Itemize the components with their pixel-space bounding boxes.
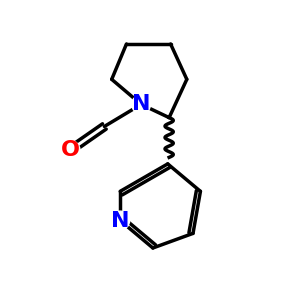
Circle shape bbox=[111, 211, 130, 230]
Text: N: N bbox=[132, 94, 150, 114]
Text: O: O bbox=[61, 140, 80, 160]
Text: N: N bbox=[111, 211, 129, 230]
Circle shape bbox=[132, 95, 151, 114]
Circle shape bbox=[61, 141, 80, 159]
